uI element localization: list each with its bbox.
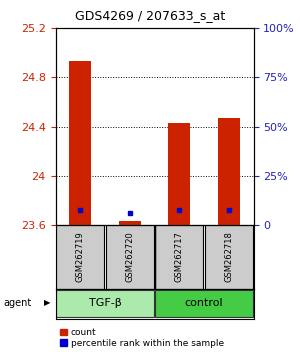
Legend: count, percentile rank within the sample: count, percentile rank within the sample bbox=[60, 328, 224, 348]
Bar bbox=[56, 290, 154, 317]
Text: GSM262718: GSM262718 bbox=[224, 231, 233, 282]
Bar bbox=[155, 225, 203, 289]
Text: agent: agent bbox=[3, 298, 31, 308]
Bar bbox=[205, 225, 253, 289]
Text: control: control bbox=[185, 298, 223, 308]
Text: TGF-β: TGF-β bbox=[88, 298, 122, 308]
Text: ▶: ▶ bbox=[44, 298, 50, 308]
Text: GSM262720: GSM262720 bbox=[125, 231, 134, 282]
Bar bbox=[155, 290, 253, 317]
Bar bbox=[56, 225, 104, 289]
Bar bbox=[69, 62, 92, 225]
Bar bbox=[168, 123, 190, 225]
Text: GSM262717: GSM262717 bbox=[175, 231, 184, 282]
Bar bbox=[118, 221, 141, 225]
Bar bbox=[106, 225, 154, 289]
Text: GDS4269 / 207633_s_at: GDS4269 / 207633_s_at bbox=[75, 9, 225, 22]
Bar bbox=[218, 118, 240, 225]
Text: GSM262719: GSM262719 bbox=[76, 231, 85, 282]
